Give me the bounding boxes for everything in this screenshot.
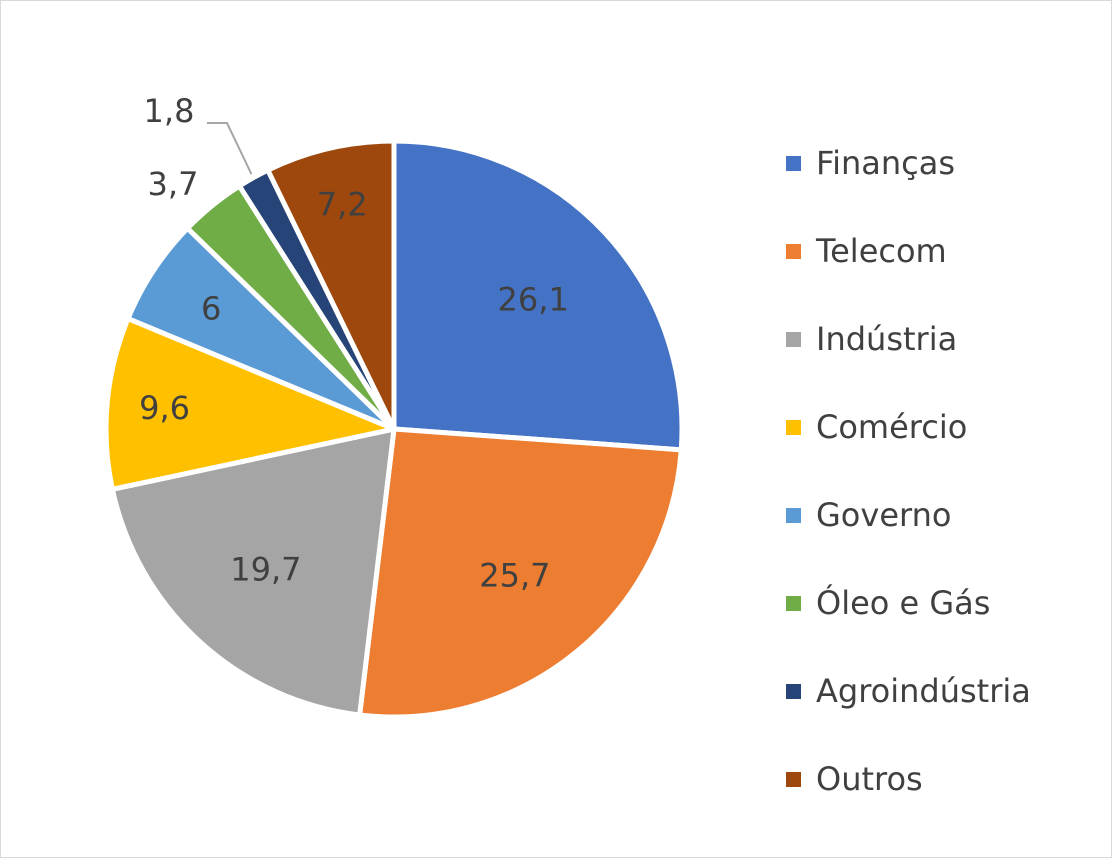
legend-label: Comércio bbox=[816, 408, 968, 446]
legend-label: Óleo e Gás bbox=[816, 584, 991, 622]
legend-label: Indústria bbox=[816, 320, 958, 358]
pie-slice-ind-stria bbox=[109, 426, 397, 718]
legend-item: Finanças bbox=[786, 119, 1031, 207]
legend-item: Governo bbox=[786, 471, 1031, 559]
legend-item: Óleo e Gás bbox=[786, 559, 1031, 647]
data-label: 6 bbox=[201, 290, 221, 328]
pie-slice-com-rcio bbox=[103, 316, 397, 492]
pie-slice-telecom bbox=[357, 426, 684, 720]
data-label: 7,2 bbox=[317, 185, 368, 223]
data-label: 3,7 bbox=[148, 165, 199, 203]
legend-swatch bbox=[786, 507, 801, 523]
data-label: 1,8 bbox=[144, 92, 195, 130]
legend-item: Telecom bbox=[786, 207, 1031, 295]
legend-item: Agroindústria bbox=[786, 647, 1031, 735]
data-label: 9,6 bbox=[139, 389, 190, 427]
legend-label: Outros bbox=[816, 760, 923, 798]
legend-item: Outros bbox=[786, 735, 1031, 823]
pie-slice-finan-as bbox=[391, 138, 685, 453]
legend-item: Indústria bbox=[786, 295, 1031, 383]
legend-label: Governo bbox=[816, 496, 952, 534]
pie-slice-outros bbox=[265, 138, 397, 432]
legend-label: Telecom bbox=[816, 232, 947, 270]
legend-label: Agroindústria bbox=[816, 672, 1031, 710]
legend-swatch bbox=[786, 683, 801, 699]
legend-swatch bbox=[786, 771, 801, 787]
data-label: 19,7 bbox=[230, 550, 301, 588]
legend-swatch bbox=[786, 155, 801, 171]
leader-line bbox=[207, 122, 253, 175]
data-label: 26,1 bbox=[498, 281, 569, 319]
legend-swatch bbox=[786, 243, 801, 259]
legend-label: Finanças bbox=[816, 144, 956, 182]
data-label: 25,7 bbox=[479, 557, 550, 595]
legend-item: Comércio bbox=[786, 383, 1031, 471]
legend-swatch bbox=[786, 595, 801, 611]
legend-swatch bbox=[786, 331, 801, 347]
legend: Finanças Telecom Indústria Comércio Governo Ó… bbox=[786, 119, 1031, 823]
legend-swatch bbox=[786, 419, 801, 435]
